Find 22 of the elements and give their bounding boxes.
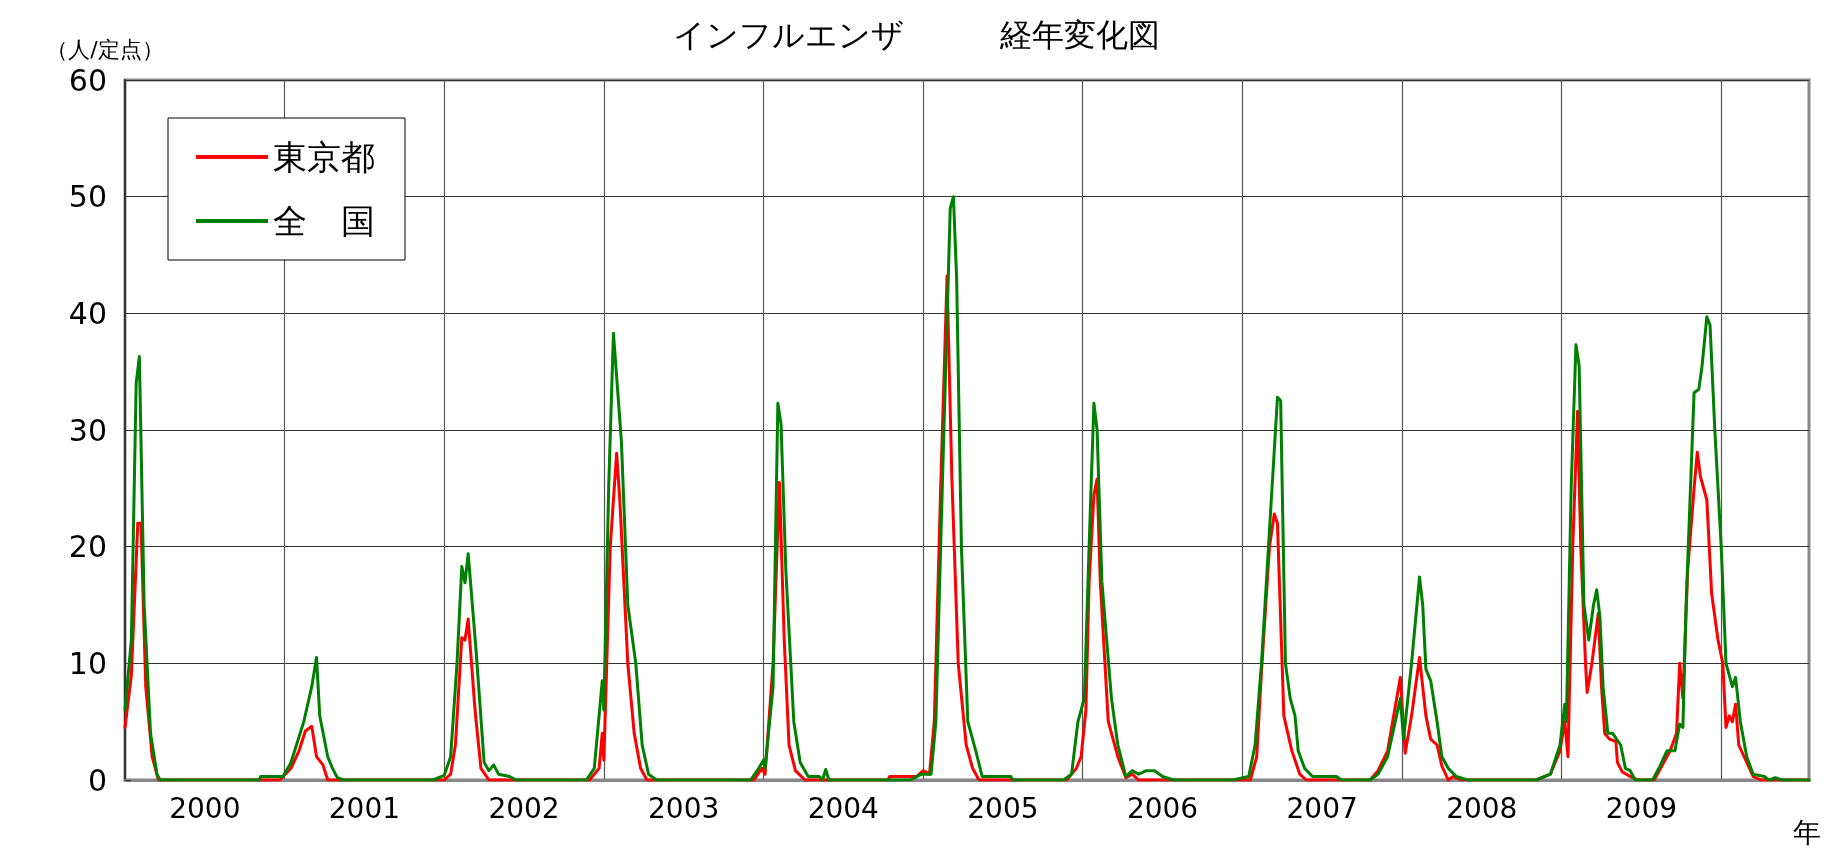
x-tick-label: 2001 [328, 791, 401, 825]
x-tick-label: 2005 [967, 791, 1039, 825]
y-tick-label: 60 [68, 62, 107, 98]
legend-label: 全 国 [273, 201, 375, 241]
x-tick-label: 2006 [1126, 791, 1199, 825]
x-tick-label: 2003 [648, 791, 720, 825]
x-tick-label: 2000 [169, 791, 241, 825]
y-tick-label: 20 [68, 529, 107, 565]
y-tick-label: 50 [68, 179, 107, 215]
x-tick-label: 2004 [807, 791, 879, 825]
chart-title: インフルエンザ 経年変化図 [673, 16, 1160, 54]
x-axis-title: 年 [1793, 815, 1821, 849]
y-tick-label: 0 [87, 762, 107, 798]
x-tick-label: 2002 [488, 791, 560, 825]
y-axis-title: （人/定点） [46, 36, 164, 62]
x-tick-label: 2007 [1286, 791, 1358, 825]
x-tick-label: 2008 [1446, 791, 1518, 825]
legend-label: 東京都 [273, 137, 375, 177]
x-tick-label: 2009 [1605, 791, 1678, 825]
y-tick-label: 30 [68, 412, 107, 448]
y-tick-label: 40 [68, 295, 107, 331]
y-tick-label: 10 [68, 645, 107, 681]
